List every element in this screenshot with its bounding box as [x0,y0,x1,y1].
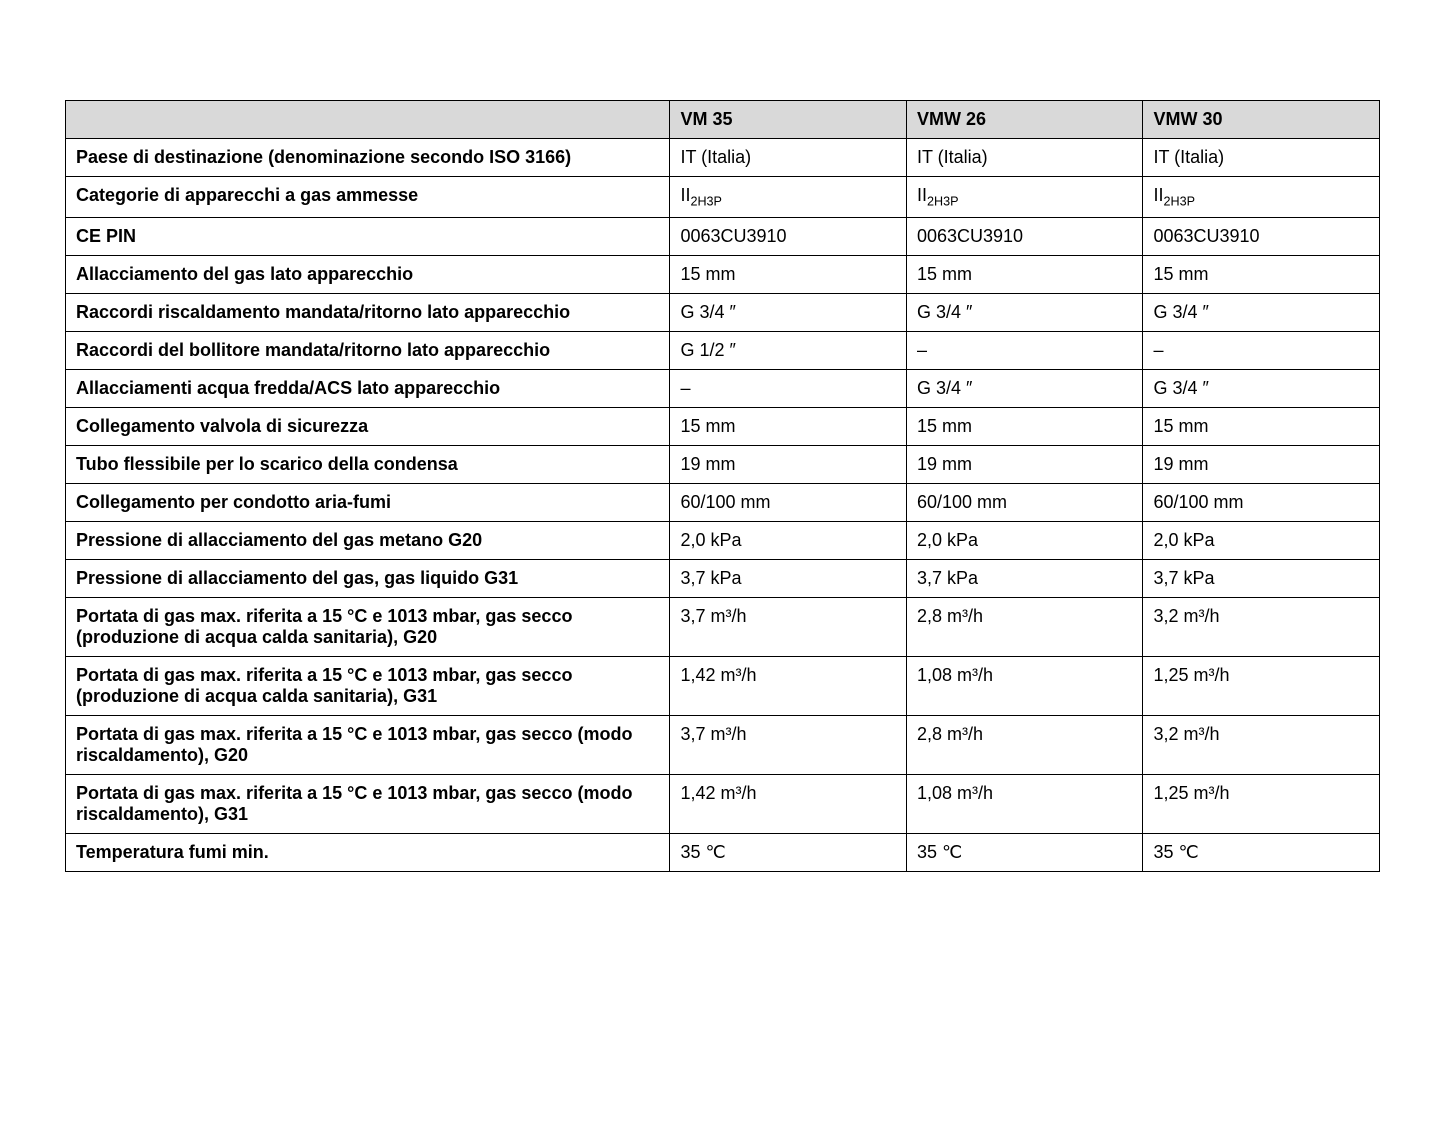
row-label: Portata di gas max. riferita a 15 °C e 1… [66,656,670,715]
row-value: IT (Italia) [670,139,907,177]
row-label: Collegamento per condotto aria-fumi [66,483,670,521]
row-value: 15 mm [1143,255,1380,293]
row-value: IT (Italia) [906,139,1143,177]
row-label: Raccordi riscaldamento mandata/ritorno l… [66,293,670,331]
table-row: Collegamento per condotto aria-fumi60/10… [66,483,1380,521]
row-value: 1,08 m³/h [906,656,1143,715]
row-value: 2,0 kPa [1143,521,1380,559]
row-label: Portata di gas max. riferita a 15 °C e 1… [66,597,670,656]
row-value: 35 ℃ [1143,833,1380,871]
row-label: Portata di gas max. riferita a 15 °C e 1… [66,715,670,774]
table-row: Raccordi del bollitore mandata/ritorno l… [66,331,1380,369]
row-value: 15 mm [670,255,907,293]
table-row: Categorie di apparecchi a gas ammesseII2… [66,177,1380,218]
table-row: Allacciamenti acqua fredda/ACS lato appa… [66,369,1380,407]
table-header-row: VM 35 VMW 26 VMW 30 [66,101,1380,139]
row-value: 0063CU3910 [906,217,1143,255]
row-value: G 3/4 ″ [1143,293,1380,331]
row-value: 3,2 m³/h [1143,715,1380,774]
table-row: Allacciamento del gas lato apparecchio15… [66,255,1380,293]
row-value: 15 mm [670,407,907,445]
row-value: 1,25 m³/h [1143,656,1380,715]
row-value: 15 mm [906,255,1143,293]
row-value: 19 mm [1143,445,1380,483]
table-row: Pressione di allacciamento del gas metan… [66,521,1380,559]
header-empty [66,101,670,139]
header-col-2: VMW 26 [906,101,1143,139]
row-value: 35 ℃ [906,833,1143,871]
row-value: II2H3P [670,177,907,218]
table-row: Temperatura fumi min.35 ℃35 ℃35 ℃ [66,833,1380,871]
header-col-3: VMW 30 [1143,101,1380,139]
row-label: Paese di destinazione (denominazione sec… [66,139,670,177]
row-value: 19 mm [670,445,907,483]
table-row: CE PIN0063CU39100063CU39100063CU3910 [66,217,1380,255]
row-value: 3,7 kPa [670,559,907,597]
table-row: Portata di gas max. riferita a 15 °C e 1… [66,597,1380,656]
row-label: Raccordi del bollitore mandata/ritorno l… [66,331,670,369]
row-value: 1,42 m³/h [670,656,907,715]
row-value: 19 mm [906,445,1143,483]
row-label: Portata di gas max. riferita a 15 °C e 1… [66,774,670,833]
row-value: II2H3P [906,177,1143,218]
table-row: Portata di gas max. riferita a 15 °C e 1… [66,656,1380,715]
row-label: Categorie di apparecchi a gas ammesse [66,177,670,218]
row-label: Pressione di allacciamento del gas metan… [66,521,670,559]
row-value: G 3/4 ″ [670,293,907,331]
row-value: 2,8 m³/h [906,715,1143,774]
row-value: 35 ℃ [670,833,907,871]
row-value: 0063CU3910 [1143,217,1380,255]
table-row: Collegamento valvola di sicurezza15 mm15… [66,407,1380,445]
row-value: 15 mm [906,407,1143,445]
row-value: II2H3P [1143,177,1380,218]
row-label: Allacciamento del gas lato apparecchio [66,255,670,293]
row-value: – [670,369,907,407]
row-value: G 3/4 ″ [906,369,1143,407]
row-label: CE PIN [66,217,670,255]
table-row: Portata di gas max. riferita a 15 °C e 1… [66,774,1380,833]
row-value: 1,08 m³/h [906,774,1143,833]
row-value: 60/100 mm [1143,483,1380,521]
row-value: G 3/4 ″ [906,293,1143,331]
row-value: 60/100 mm [670,483,907,521]
row-value: 3,7 m³/h [670,715,907,774]
row-value: 2,0 kPa [906,521,1143,559]
table-row: Tubo flessibile per lo scarico della con… [66,445,1380,483]
row-value: 3,7 m³/h [670,597,907,656]
row-label: Temperatura fumi min. [66,833,670,871]
row-value: – [1143,331,1380,369]
specifications-table: VM 35 VMW 26 VMW 30 Paese di destinazion… [65,100,1380,872]
row-value: IT (Italia) [1143,139,1380,177]
row-label: Allacciamenti acqua fredda/ACS lato appa… [66,369,670,407]
row-value: 3,7 kPa [1143,559,1380,597]
row-value: 2,0 kPa [670,521,907,559]
row-value: 2,8 m³/h [906,597,1143,656]
row-value: – [906,331,1143,369]
row-value: 0063CU3910 [670,217,907,255]
row-value: 1,42 m³/h [670,774,907,833]
row-value: G 3/4 ″ [1143,369,1380,407]
row-label: Tubo flessibile per lo scarico della con… [66,445,670,483]
table-row: Pressione di allacciamento del gas, gas … [66,559,1380,597]
row-value: 3,7 kPa [906,559,1143,597]
row-value: 1,25 m³/h [1143,774,1380,833]
row-value: 60/100 mm [906,483,1143,521]
table-body: Paese di destinazione (denominazione sec… [66,139,1380,872]
row-value: G 1/2 ″ [670,331,907,369]
row-label: Pressione di allacciamento del gas, gas … [66,559,670,597]
table-row: Paese di destinazione (denominazione sec… [66,139,1380,177]
header-col-1: VM 35 [670,101,907,139]
row-value: 15 mm [1143,407,1380,445]
table-row: Portata di gas max. riferita a 15 °C e 1… [66,715,1380,774]
row-value: 3,2 m³/h [1143,597,1380,656]
table-row: Raccordi riscaldamento mandata/ritorno l… [66,293,1380,331]
row-label: Collegamento valvola di sicurezza [66,407,670,445]
